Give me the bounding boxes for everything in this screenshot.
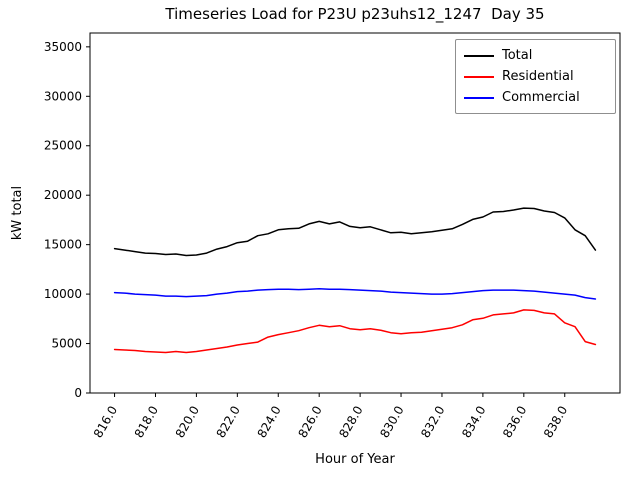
legend-label: Total xyxy=(502,48,533,63)
series-line-residential xyxy=(113,309,597,354)
x-tick-label: 836.0 xyxy=(500,404,529,441)
legend-label: Residential xyxy=(502,69,574,84)
y-tick-label: 0 xyxy=(74,386,82,400)
x-tick-label: 828.0 xyxy=(336,404,365,441)
legend: Total Residential Commercial xyxy=(455,39,616,114)
x-tick-label: 838.0 xyxy=(541,404,570,441)
legend-entry: Total xyxy=(464,45,607,66)
x-tick-label: 834.0 xyxy=(459,404,488,441)
y-tick-label: 10000 xyxy=(44,287,82,301)
y-tick-label: 15000 xyxy=(44,238,82,252)
chart-title: Timeseries Load for P23U p23uhs12_1247 D… xyxy=(165,5,545,23)
y-tick-label: 35000 xyxy=(44,40,82,54)
x-tick-label: 820.0 xyxy=(173,404,202,441)
legend-entry: Residential xyxy=(464,66,607,87)
x-tick-label: 830.0 xyxy=(377,404,406,441)
x-tick-label: 816.0 xyxy=(91,404,120,441)
y-tick-label: 5000 xyxy=(51,337,82,351)
x-tick-label: 832.0 xyxy=(418,404,447,441)
series-line-total xyxy=(113,207,597,257)
legend-line-sample xyxy=(464,96,494,99)
legend-entry: Commercial xyxy=(464,87,607,108)
y-tick-label: 25000 xyxy=(44,139,82,153)
y-tick-label: 20000 xyxy=(44,188,82,202)
y-tick-label: 30000 xyxy=(44,89,82,103)
x-tick-label: 826.0 xyxy=(295,404,324,441)
legend-line-sample xyxy=(464,75,494,78)
x-tick-label: 818.0 xyxy=(132,404,161,441)
legend-line-sample xyxy=(464,54,494,57)
legend-label: Commercial xyxy=(502,90,580,105)
x-axis-label: Hour of Year xyxy=(315,452,395,467)
series-line-commercial xyxy=(113,287,597,300)
axes-frame xyxy=(89,32,621,394)
x-tick-label: 822.0 xyxy=(214,404,243,441)
x-tick-label: 824.0 xyxy=(255,404,284,441)
